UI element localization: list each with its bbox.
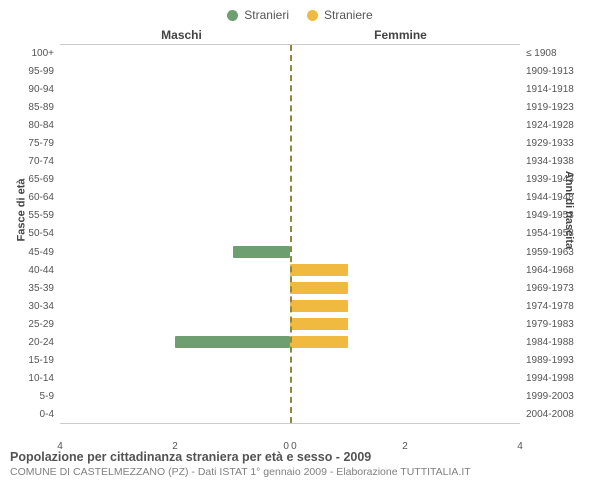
y-tick-right: 1914-1918 bbox=[526, 80, 590, 98]
bar-female bbox=[290, 318, 348, 331]
y-tick-right: 2004-2008 bbox=[526, 406, 590, 424]
legend-label-female: Straniere bbox=[324, 8, 373, 22]
legend-item-male: Stranieri bbox=[227, 8, 289, 22]
y-tick-right: 1994-1998 bbox=[526, 370, 590, 388]
y-tick-right: 1974-1978 bbox=[526, 297, 590, 315]
y-tick-right: 1959-1963 bbox=[526, 243, 590, 261]
chart-source: COMUNE DI CASTELMEZZANO (PZ) - Dati ISTA… bbox=[10, 466, 590, 478]
x-tick: 4 bbox=[57, 441, 63, 452]
y-tick-left: 10-14 bbox=[10, 370, 54, 388]
legend-item-female: Straniere bbox=[307, 8, 373, 22]
y-tick-left: 15-19 bbox=[10, 352, 54, 370]
bar-female bbox=[290, 300, 348, 313]
chart-container: Stranieri Straniere Maschi Femmine Fasce… bbox=[0, 0, 600, 500]
y-tick-right: 1949-1953 bbox=[526, 207, 590, 225]
y-tick-right: 1944-1948 bbox=[526, 189, 590, 207]
col-title-right: Femmine bbox=[291, 28, 510, 42]
y-tick-right: 1984-1988 bbox=[526, 334, 590, 352]
y-tick-left: 25-29 bbox=[10, 315, 54, 333]
y-tick-right: 1939-1943 bbox=[526, 171, 590, 189]
legend-swatch-male bbox=[227, 10, 238, 21]
column-titles: Maschi Femmine bbox=[10, 28, 590, 42]
y-axis-right-title: Anni di nascita bbox=[563, 171, 575, 249]
y-tick-right: 1964-1968 bbox=[526, 261, 590, 279]
x-tick: 2 bbox=[402, 441, 408, 452]
y-tick-right: 1929-1933 bbox=[526, 134, 590, 152]
y-tick-left: 80-84 bbox=[10, 116, 54, 134]
y-tick-right: 1909-1913 bbox=[526, 62, 590, 80]
y-tick-right: 1934-1938 bbox=[526, 153, 590, 171]
legend-label-male: Stranieri bbox=[244, 8, 289, 22]
y-tick-right: ≤ 1908 bbox=[526, 44, 590, 62]
y-tick-left: 35-39 bbox=[10, 279, 54, 297]
y-tick-left: 40-44 bbox=[10, 261, 54, 279]
y-tick-right: 1924-1928 bbox=[526, 116, 590, 134]
y-axis-left-title: Fasce di età bbox=[15, 179, 27, 242]
bar-female bbox=[290, 264, 348, 277]
x-tick: 0 bbox=[291, 441, 297, 452]
y-tick-left: 20-24 bbox=[10, 334, 54, 352]
y-tick-right: 1954-1958 bbox=[526, 225, 590, 243]
y-tick-left: 5-9 bbox=[10, 388, 54, 406]
y-tick-left: 90-94 bbox=[10, 80, 54, 98]
y-tick-right: 1919-1923 bbox=[526, 98, 590, 116]
y-tick-right: 1979-1983 bbox=[526, 315, 590, 333]
y-tick-left: 45-49 bbox=[10, 243, 54, 261]
bar-female bbox=[290, 336, 348, 349]
y-tick-left: 85-89 bbox=[10, 98, 54, 116]
center-divider bbox=[290, 45, 292, 423]
y-tick-left: 30-34 bbox=[10, 297, 54, 315]
y-tick-left: 100+ bbox=[10, 44, 54, 62]
y-tick-left: 70-74 bbox=[10, 153, 54, 171]
y-tick-right: 1989-1993 bbox=[526, 352, 590, 370]
x-tick: 2 bbox=[172, 441, 178, 452]
y-tick-left: 0-4 bbox=[10, 406, 54, 424]
x-tick: 0 bbox=[283, 441, 289, 452]
y-tick-right: 1999-2003 bbox=[526, 388, 590, 406]
y-axis-right: ≤ 19081909-19131914-19181919-19231924-19… bbox=[520, 44, 590, 424]
x-tick: 4 bbox=[517, 441, 523, 452]
y-tick-right: 1969-1973 bbox=[526, 279, 590, 297]
bar-male bbox=[233, 246, 291, 259]
legend: Stranieri Straniere bbox=[10, 8, 590, 22]
chart-title: Popolazione per cittadinanza straniera p… bbox=[10, 450, 590, 464]
bar-female bbox=[290, 282, 348, 295]
bar-male bbox=[175, 336, 290, 349]
y-tick-left: 75-79 bbox=[10, 134, 54, 152]
col-title-left: Maschi bbox=[72, 28, 291, 42]
y-tick-left: 95-99 bbox=[10, 62, 54, 80]
chart-area: 420024 bbox=[60, 44, 520, 424]
plot-area: Fasce di età Anni di nascita 100+95-9990… bbox=[10, 44, 590, 424]
legend-swatch-female bbox=[307, 10, 318, 21]
